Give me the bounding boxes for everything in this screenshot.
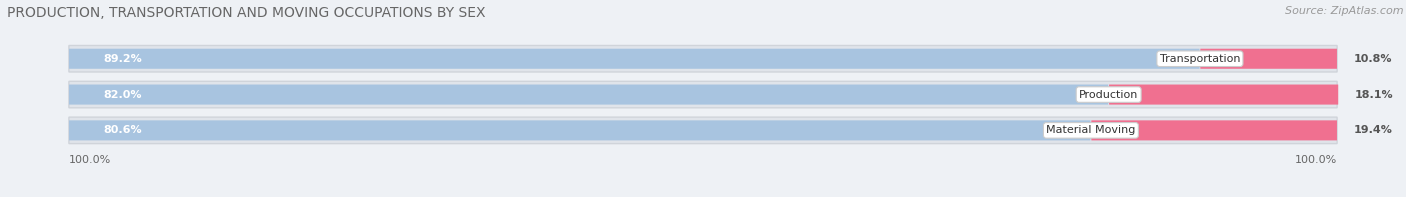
Text: 80.6%: 80.6% <box>104 125 142 135</box>
Text: Source: ZipAtlas.com: Source: ZipAtlas.com <box>1285 6 1403 16</box>
Text: 18.1%: 18.1% <box>1354 90 1393 99</box>
FancyBboxPatch shape <box>69 85 1108 105</box>
Text: 82.0%: 82.0% <box>104 90 142 99</box>
FancyBboxPatch shape <box>69 81 1337 108</box>
Text: Production: Production <box>1078 90 1139 99</box>
Text: PRODUCTION, TRANSPORTATION AND MOVING OCCUPATIONS BY SEX: PRODUCTION, TRANSPORTATION AND MOVING OC… <box>7 6 485 20</box>
Text: Transportation: Transportation <box>1160 54 1240 64</box>
Text: 10.8%: 10.8% <box>1354 54 1392 64</box>
Text: 100.0%: 100.0% <box>69 155 111 165</box>
FancyBboxPatch shape <box>69 117 1337 144</box>
FancyBboxPatch shape <box>1109 85 1339 105</box>
FancyBboxPatch shape <box>69 46 1337 72</box>
FancyBboxPatch shape <box>69 120 1091 140</box>
FancyBboxPatch shape <box>1091 120 1337 140</box>
Text: Material Moving: Material Moving <box>1046 125 1136 135</box>
Text: 19.4%: 19.4% <box>1354 125 1392 135</box>
Text: 100.0%: 100.0% <box>1295 155 1337 165</box>
Text: 89.2%: 89.2% <box>104 54 142 64</box>
FancyBboxPatch shape <box>69 49 1199 69</box>
FancyBboxPatch shape <box>1201 49 1337 69</box>
